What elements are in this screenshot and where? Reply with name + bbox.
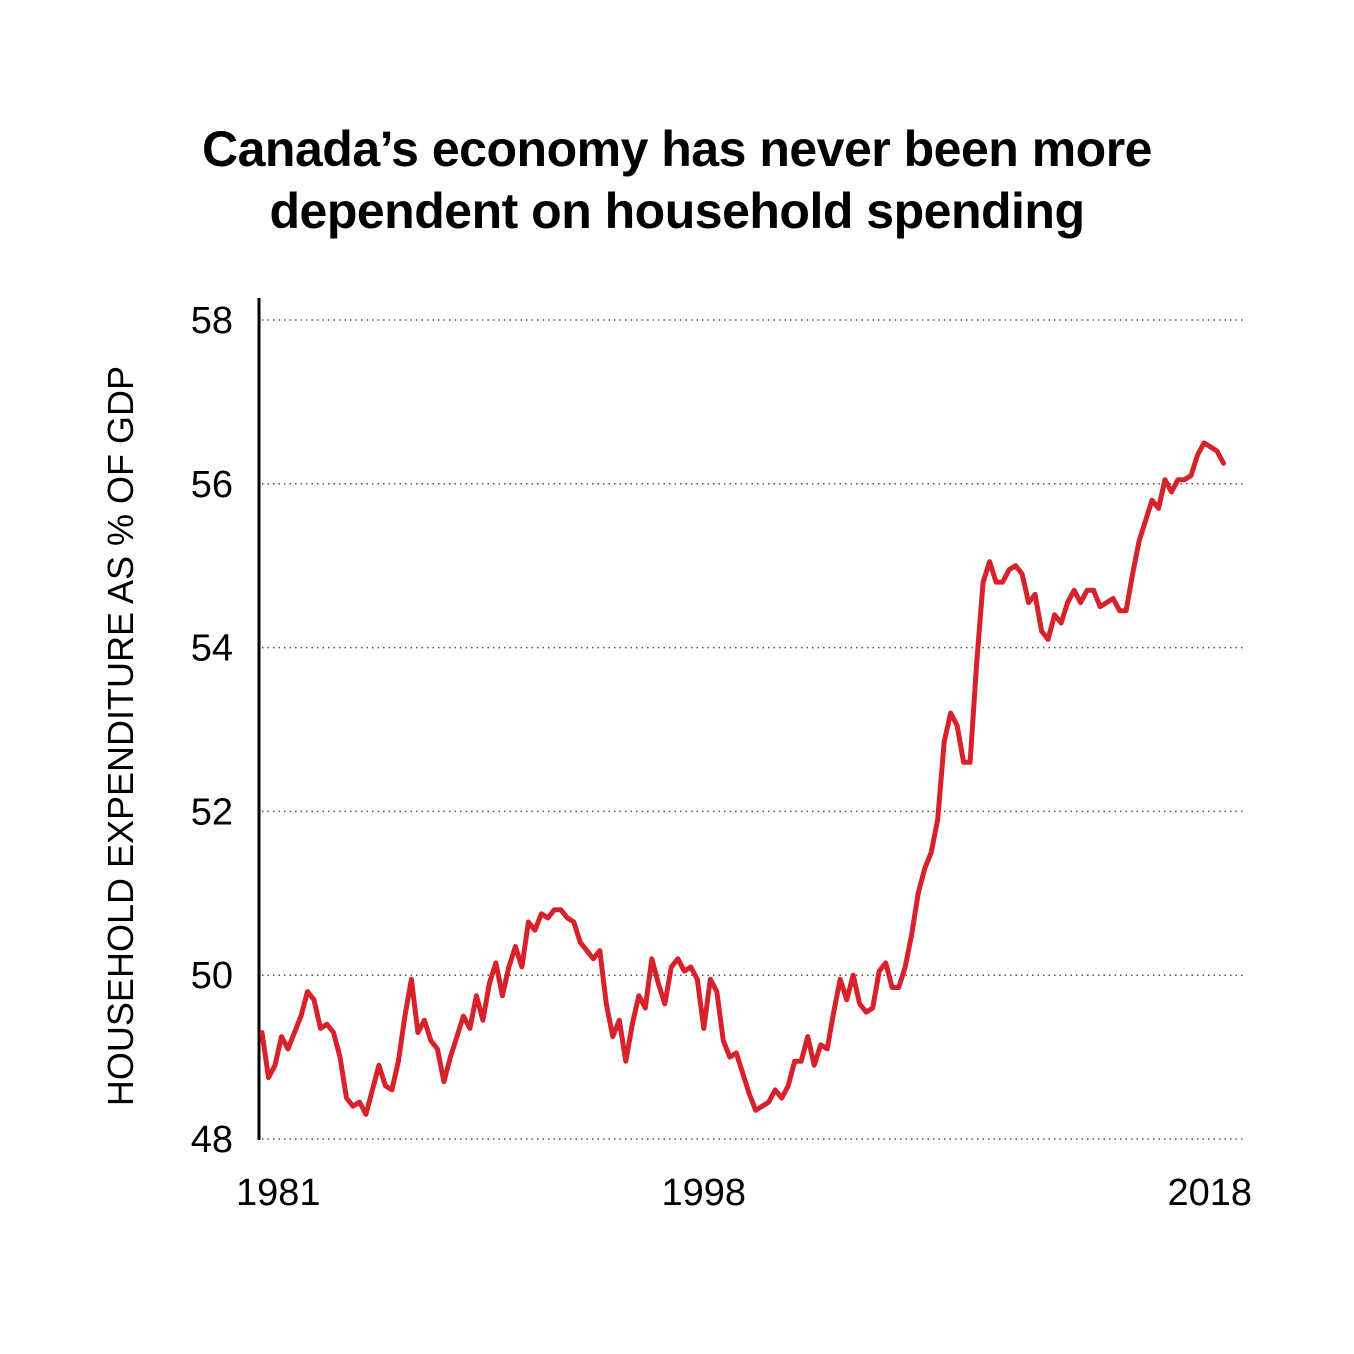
y-axis-label: HOUSEHOLD EXPENDITURE AS % OF GDP (100, 366, 141, 1106)
x-axis-ticks: 1981 1998 2018 (236, 1172, 1252, 1214)
series-group (259, 440, 1226, 1117)
y-tick-label: 56 (191, 464, 233, 506)
y-axis-ticks: 48 50 52 54 56 58 (191, 300, 233, 1161)
chart-title: Canada’s economy has never been more dep… (0, 118, 1354, 242)
chart-title-line-2: dependent on household spending (269, 183, 1085, 239)
y-tick-label: 50 (191, 955, 233, 997)
chart-title-line-1: Canada’s economy has never been more (202, 121, 1152, 177)
x-tick-label: 2018 (1167, 1172, 1252, 1214)
series-line-0 (259, 440, 1226, 1117)
y-tick-label: 54 (191, 628, 233, 670)
x-tick-label: 1981 (236, 1172, 321, 1214)
grid-lines (262, 319, 1243, 1140)
y-tick-label: 52 (191, 791, 233, 833)
y-tick-label: 48 (191, 1119, 233, 1161)
y-tick-label: 58 (191, 300, 233, 342)
x-tick-label: 1998 (662, 1172, 747, 1214)
